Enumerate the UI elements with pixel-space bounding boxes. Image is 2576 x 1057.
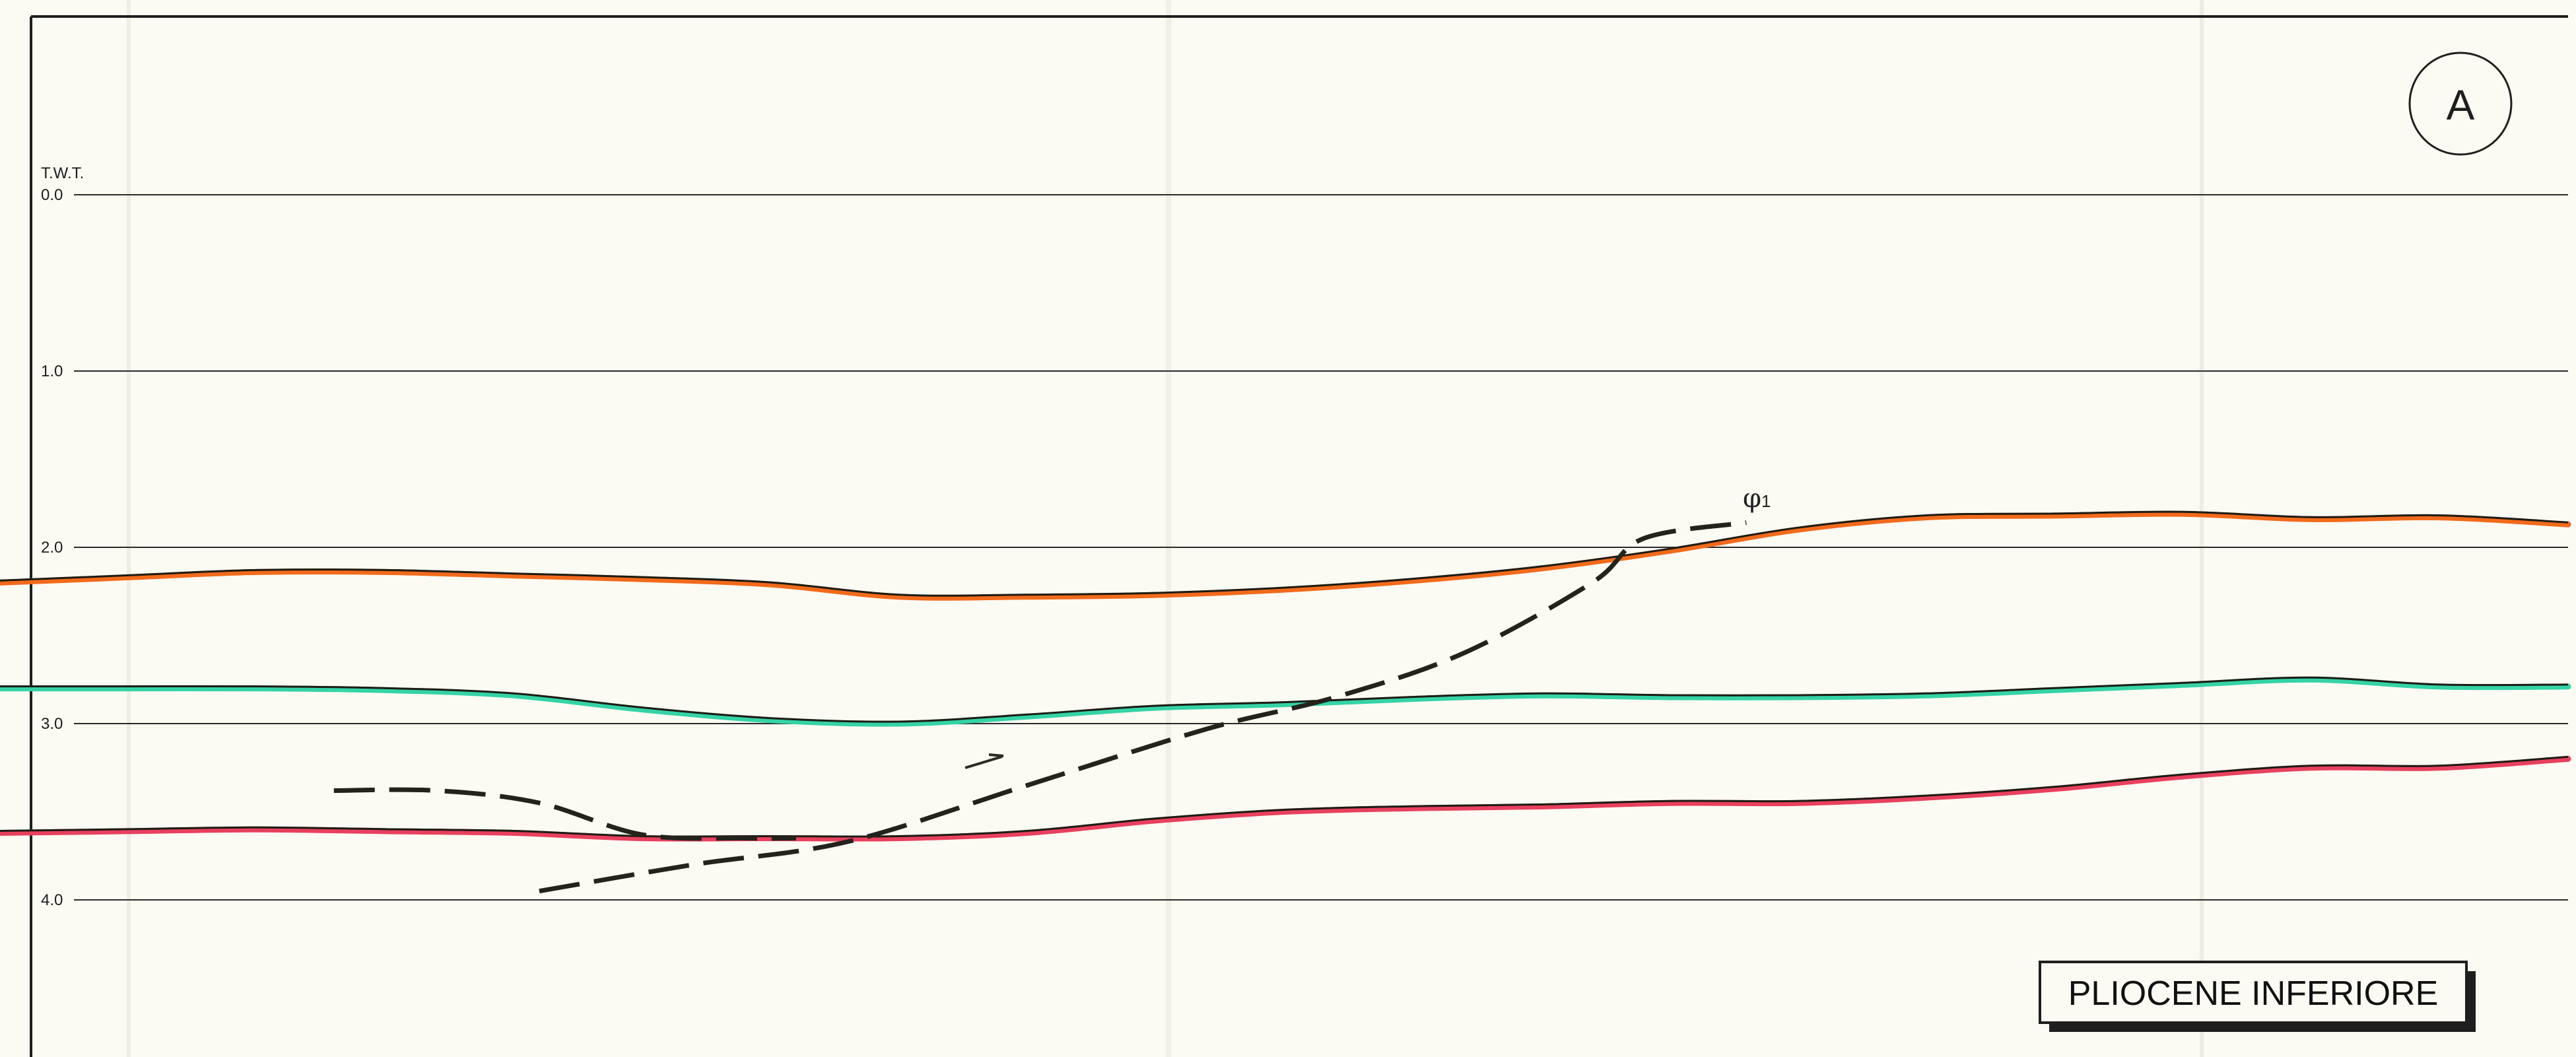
fault-line-1 (539, 520, 1747, 894)
horizon-1-ink-line (0, 510, 2569, 597)
seismic-horizons (0, 510, 2571, 842)
panel-badge-letter: A (2447, 81, 2475, 129)
fault-label-symbol: φ (1743, 483, 1761, 514)
tick-label-1.0: 1.0 (41, 362, 63, 380)
fault-motion-arrow-icon (965, 753, 1004, 769)
tick-label-0.0: 0.0 (41, 186, 63, 204)
horizon-1 (0, 510, 2571, 601)
horizon-3-color-band (0, 755, 2571, 842)
fault-lines (333, 520, 1747, 894)
horizon-2-ink-line (0, 676, 2569, 723)
legend-box: PLIOCENE INFERIORE (2039, 961, 2476, 1032)
horizon-3-ink-line (0, 755, 2569, 838)
twt-tick-labels: 0.0 1.0 2.0 3.0 4.0 (41, 186, 63, 909)
legend-label: PLIOCENE INFERIORE (2068, 974, 2439, 1013)
tick-label-4.0: 4.0 (41, 891, 63, 909)
panel-badge: A (2408, 51, 2513, 156)
horizon-1-color-band (0, 510, 2571, 601)
twt-gridlines (74, 194, 2568, 901)
horizon-3 (0, 755, 2571, 842)
tick-label-3.0: 3.0 (41, 715, 63, 733)
panel-frame (30, 15, 2568, 1057)
fault-label: φ 1 (1743, 483, 1771, 514)
fault-line-2 (333, 787, 796, 841)
horizon-2 (0, 676, 2571, 727)
horizon-2-color-band (0, 676, 2571, 727)
tick-label-2.0: 2.0 (41, 539, 63, 557)
fault-label-subscript: 1 (1761, 491, 1771, 511)
axis-title-twt: T.W.T. (41, 164, 84, 182)
paper-fold-marks (127, 0, 2204, 1057)
